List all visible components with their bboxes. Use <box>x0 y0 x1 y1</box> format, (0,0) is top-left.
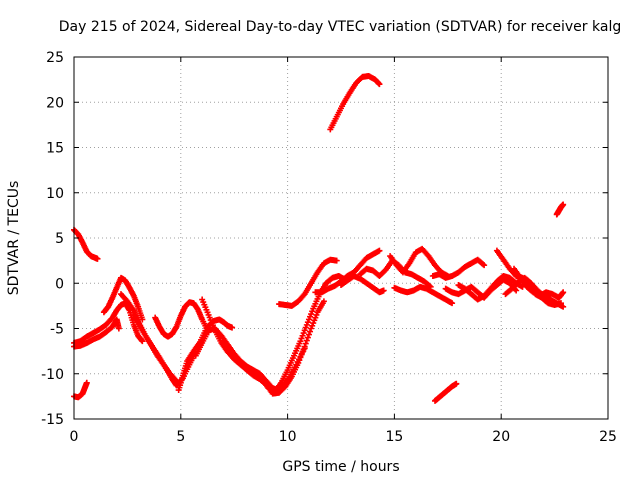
x-tick-label: 5 <box>176 429 185 445</box>
y-tick-label: 0 <box>55 276 64 292</box>
series-arc-w <box>455 273 526 303</box>
x-axis: 0 5 10 15 20 25 <box>70 57 617 445</box>
data-point <box>302 340 309 347</box>
data-point <box>115 325 122 332</box>
y-tick-label: 20 <box>46 95 64 111</box>
data-point <box>560 289 567 296</box>
data-point <box>304 334 311 341</box>
series-arc-i <box>175 316 236 394</box>
y-tick-label: -10 <box>41 367 64 383</box>
y-axis: -15 -10 -5 0 5 10 15 20 25 <box>41 50 608 428</box>
series-arc-p <box>338 273 387 296</box>
series-arc-m <box>276 256 340 309</box>
data-point <box>94 255 101 262</box>
series-arc-u <box>431 380 460 404</box>
series-arc-h <box>152 299 212 340</box>
data-point <box>307 328 314 335</box>
series-arc-t <box>429 256 488 281</box>
x-tick-label: 15 <box>385 429 403 445</box>
series-arc-d <box>71 316 122 350</box>
series-arc-k <box>199 296 327 397</box>
series-arc-n <box>327 73 383 133</box>
chart-title: Day 215 of 2024, Sidereal Day-to-day VTE… <box>59 19 621 35</box>
data-point <box>453 380 460 387</box>
x-tick-label: 10 <box>279 429 297 445</box>
data-point <box>560 303 567 310</box>
x-tick-label: 25 <box>599 429 617 445</box>
y-tick-label: 10 <box>46 186 64 202</box>
data-point <box>558 300 565 307</box>
y-tick-label: -15 <box>41 412 64 428</box>
y-tick-label: 5 <box>55 231 64 247</box>
data-point <box>303 337 310 344</box>
series-arc-s <box>391 283 456 307</box>
series-arc-r <box>387 245 451 280</box>
series-arc-a <box>71 226 101 262</box>
data-point <box>320 298 327 305</box>
data-points <box>71 73 567 404</box>
y-tick-label: 25 <box>46 50 64 66</box>
data-point <box>139 338 146 345</box>
x-axis-label: GPS time / hours <box>282 459 399 475</box>
data-point <box>333 257 340 264</box>
y-tick-label: 15 <box>46 141 64 157</box>
data-point <box>301 343 308 350</box>
y-axis-label: SDTVAR / TECUs <box>6 181 22 296</box>
data-point <box>376 247 383 254</box>
data-point <box>83 379 90 386</box>
data-point <box>449 300 456 307</box>
series-arc-ab <box>553 201 567 218</box>
series-arc-z <box>511 265 567 301</box>
data-point <box>229 324 236 331</box>
data-point <box>380 287 387 294</box>
data-point <box>481 262 488 269</box>
data-point <box>305 331 312 338</box>
series-arc-c <box>71 300 146 346</box>
x-tick-label: 0 <box>70 429 79 445</box>
data-point <box>480 261 487 268</box>
data-point <box>513 287 520 294</box>
y-tick-label: -5 <box>50 322 64 338</box>
series-arc-e <box>100 274 146 323</box>
series-arc-aa <box>532 291 565 308</box>
data-point <box>560 201 567 208</box>
x-tick-label: 20 <box>492 429 510 445</box>
data-point <box>376 81 383 88</box>
